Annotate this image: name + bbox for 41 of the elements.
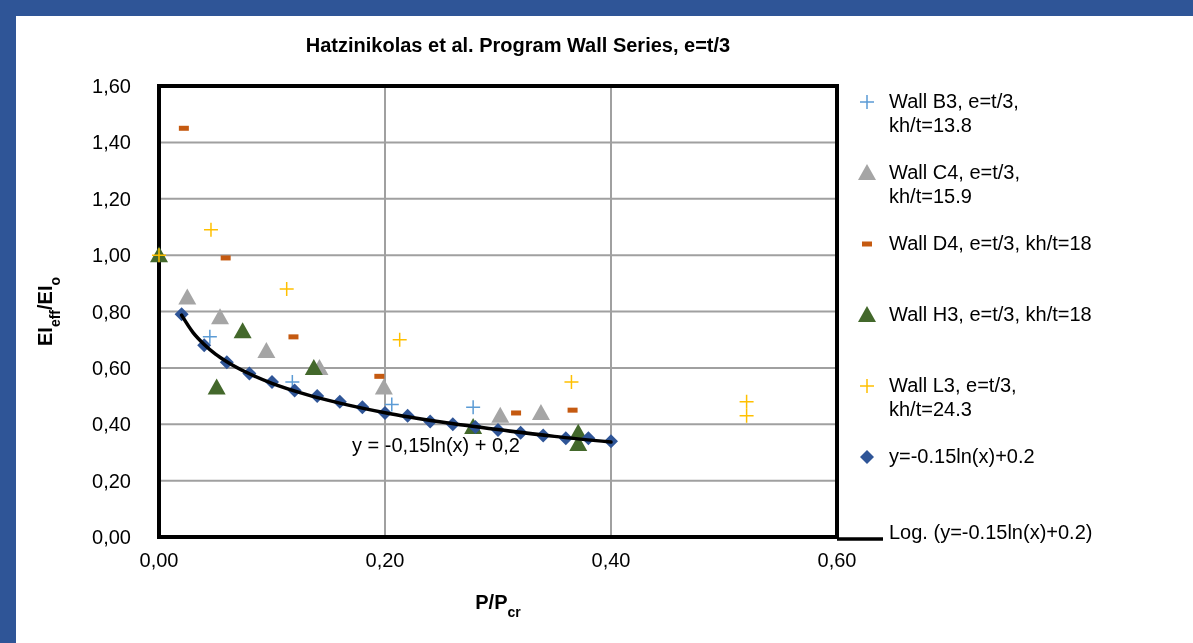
legend-label: Wall C4, e=t/3, kh/t=15.9 [889,161,1020,207]
point [531,403,550,420]
point [203,222,219,238]
legend-label: Wall L3, e=t/3, kh/t=24.3 [889,374,1017,420]
point [391,331,408,348]
point [304,358,323,375]
point [207,378,226,395]
point [738,408,755,424]
y-tick-label: 0,00 [92,526,131,548]
y-tick-label: 1,60 [92,75,131,97]
legend-label: y=-0.15ln(x)+0.2 [889,445,1035,467]
x-tick-label: 0,00 [139,549,179,571]
point [178,288,197,305]
legend-label: Wall D4, e=t/3, kh/t=18 [889,232,1092,254]
x-tick-label: 0,40 [591,549,631,571]
chart-title: Hatzinikolas et al. Program Wall Series, e=t/3 [305,34,731,56]
y-tick-label: 0,20 [92,469,131,492]
annotation: y = -0,15ln(x) + 0,2 [352,434,520,456]
legend-label: Wall B3, e=t/3, kh/t=13.8 [889,90,1019,136]
point [211,308,230,325]
point [465,399,481,416]
x-tick-label: 0,60 [817,549,857,571]
x-axis-title: P/P$_{cr}$ [475,591,522,620]
legend-label: Wall H3, e=t/3, kh/t=18 [889,303,1092,325]
y-tick-label: 1,00 [92,244,131,267]
y-tick-label: 0,80 [92,300,131,323]
point [491,406,510,423]
point [278,281,295,297]
y-tick-label: 1,40 [92,131,131,154]
point [202,329,218,345]
point [384,396,400,413]
y-tick-label: 0,40 [92,413,131,436]
x-tick-label: 0,20 [365,549,405,571]
point [257,341,276,358]
point [374,378,393,395]
point [738,393,755,410]
y-tick-label: 0,60 [92,356,131,379]
y-tick-label: 1,20 [92,187,131,210]
point [563,374,580,390]
point [233,322,252,339]
legend-label: Log. (y=-0.15ln(x)+0.2) [889,521,1093,543]
